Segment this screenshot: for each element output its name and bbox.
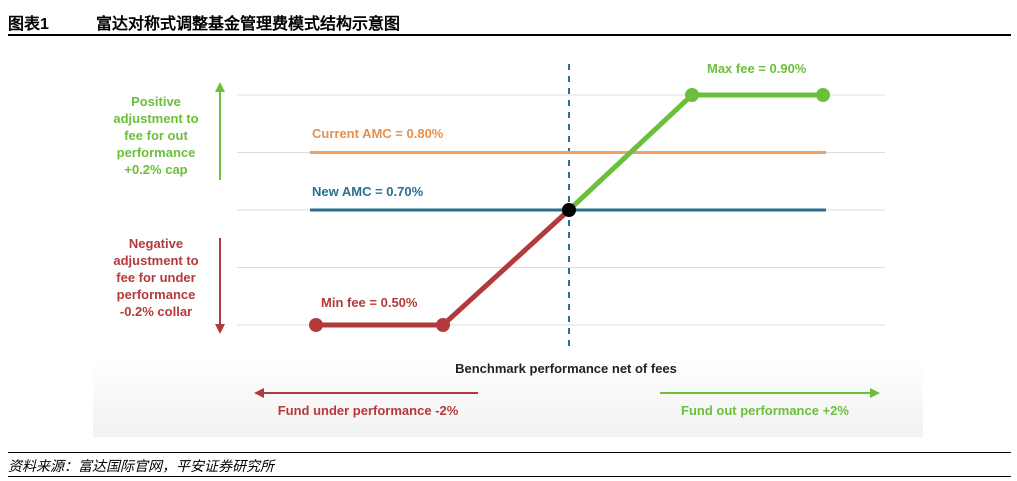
footer-divider-bottom [8, 476, 1011, 477]
figure-header: 图表1 富达对称式调整基金管理费模式结构示意图 [8, 8, 1011, 36]
min-fee-end-point [436, 318, 450, 332]
figure-number: 图表1 [8, 16, 49, 33]
current-amc-label: Current AMC = 0.80% [312, 126, 444, 141]
max-fee-end-point [816, 88, 830, 102]
negative-adjustment-text: Negative [129, 236, 183, 251]
positive-adjustment-text: fee for out [124, 128, 188, 143]
under-performance-label: Fund under performance -2% [278, 403, 459, 418]
positive-adjustment-text: performance [117, 145, 196, 160]
new-amc-label: New AMC = 0.70% [312, 184, 424, 199]
max-fee-label: Max fee = 0.90% [707, 61, 807, 76]
figure-title: 富达对称式调整基金管理费模式结构示意图 [96, 16, 401, 33]
benchmark-center-point [562, 203, 576, 217]
annotations: Current AMC = 0.80% New AMC = 0.70% Max fe… [113, 61, 880, 418]
footer-divider-top [8, 452, 1011, 453]
out-performance-arrow-head [870, 388, 880, 398]
negative-arrow-head [215, 324, 225, 334]
positive-adjustment-text: Positive [131, 94, 181, 109]
negative-adjustment-text: performance [117, 287, 196, 302]
fee-curves [309, 88, 830, 332]
min-fee-label: Min fee = 0.50% [321, 295, 418, 310]
positive-arrow-head [215, 82, 225, 92]
negative-adjustment-text: adjustment to [113, 253, 198, 268]
min-fee-start-point [309, 318, 323, 332]
out-performance-label: Fund out performance +2% [681, 403, 849, 418]
source-note: 资料来源：富达国际官网，平安证券研究所 [8, 459, 274, 475]
x-axis-label: Benchmark performance net of fees [455, 361, 677, 376]
under-performance-arrow-head [254, 388, 264, 398]
negative-adjustment-text: -0.2% collar [120, 304, 192, 319]
max-fee-start-point [685, 88, 699, 102]
positive-adjustment-text: +0.2% cap [124, 162, 187, 177]
positive-adjustment-text: adjustment to [113, 111, 198, 126]
negative-adjustment-text: fee for under [116, 270, 195, 285]
chart-panel-fade [93, 360, 923, 437]
